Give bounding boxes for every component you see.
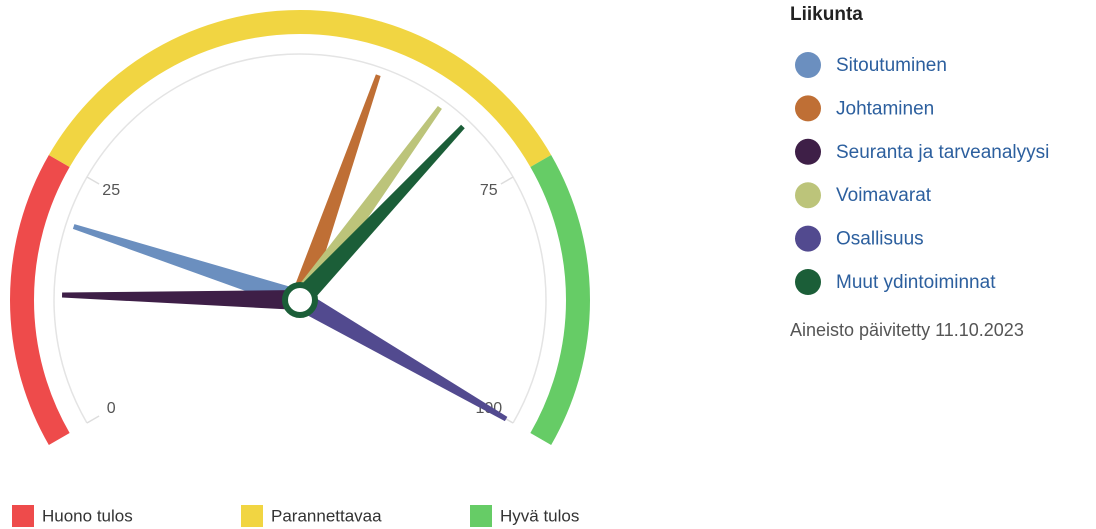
legend-marker (795, 52, 821, 78)
legend-label: Osallisuus (836, 229, 924, 250)
pivot (282, 282, 318, 318)
legend-label: Voimavarat (836, 185, 932, 206)
needle (72, 224, 304, 310)
legend-label: Parannettavaa (271, 506, 382, 525)
chart-title: Liikunta (790, 4, 863, 25)
tick-label: 25 (102, 182, 120, 199)
legend-label: Huono tulos (42, 506, 133, 525)
legend-marker (795, 182, 821, 209)
needle (61, 290, 301, 310)
legend-marker (795, 269, 821, 295)
tick-mark (500, 176, 514, 185)
legend-label: Hyvä tulos (500, 506, 579, 525)
legend-marker (795, 225, 821, 252)
legend-marker (795, 138, 821, 165)
tick-label: 0 (107, 400, 116, 417)
note: Aineisto päivitetty 11.10.2023 (790, 320, 1024, 340)
legend-label: Sitoutuminen (836, 55, 947, 76)
legend-label: Seuranta ja tarveanalyysi (836, 142, 1049, 163)
tick-mark (86, 415, 100, 424)
needle (291, 105, 442, 306)
band (530, 155, 590, 445)
needle (292, 124, 465, 307)
band (10, 155, 70, 445)
needle (290, 74, 381, 304)
legend-marker (795, 95, 821, 122)
legend-label: Muut ydintoiminnat (836, 272, 996, 293)
tick-label: 75 (480, 182, 498, 199)
legend-swatch (12, 505, 34, 527)
tick-mark (86, 176, 100, 185)
legend-swatch (241, 505, 263, 527)
legend-swatch (470, 505, 492, 527)
inner-arc (53, 53, 547, 424)
needle (295, 291, 508, 422)
legend-label: Johtaminen (836, 98, 934, 119)
band (48, 10, 552, 168)
